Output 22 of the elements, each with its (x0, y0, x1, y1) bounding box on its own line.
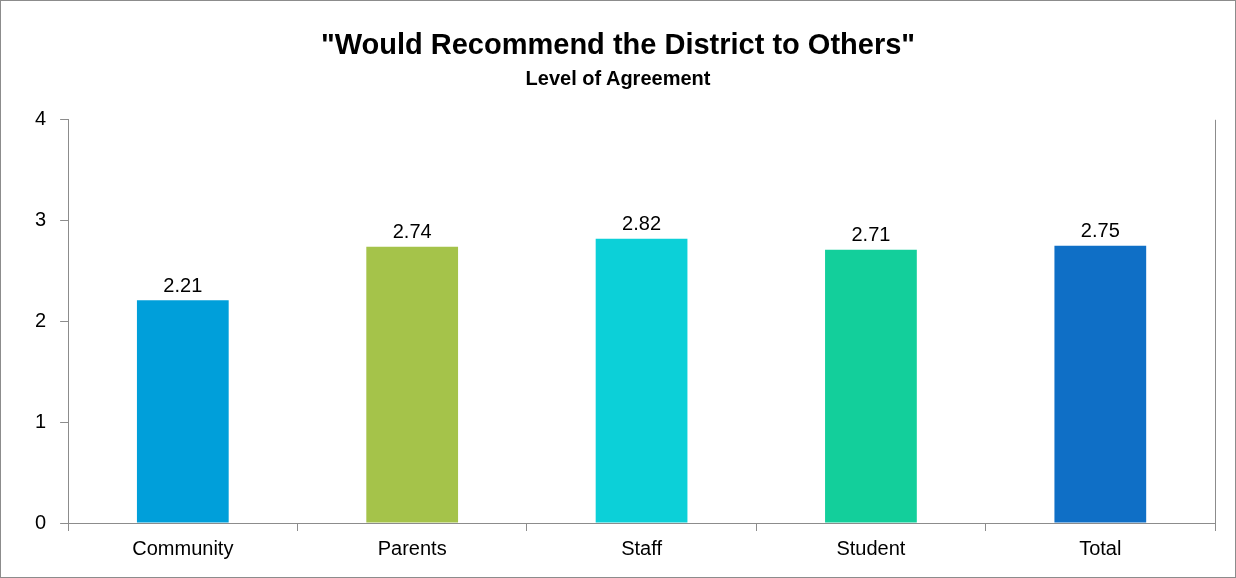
data-label: 2.82 (622, 212, 662, 235)
chart-title: "Would Recommend the District to Others" (320, 28, 916, 61)
bar (366, 246, 459, 523)
bar (1054, 245, 1147, 523)
y-tick-label: 4 (35, 107, 47, 130)
x-tick-label: Parents (377, 536, 447, 559)
y-tick-label: 0 (35, 510, 47, 533)
y-tick-label: 1 (35, 409, 47, 432)
bar (136, 300, 229, 523)
data-label: 2.71 (851, 223, 891, 246)
x-tick-label: Student (836, 536, 906, 559)
y-tick-label: 3 (35, 208, 47, 231)
bar (595, 238, 688, 523)
chart-subtitle: Level of Agreement (525, 67, 711, 90)
bar (825, 249, 917, 523)
data-label: 2.75 (1080, 219, 1120, 242)
data-label: 2.74 (392, 220, 432, 243)
x-tick-label: Staff (621, 536, 663, 559)
x-tick-label: Total (1079, 536, 1122, 559)
y-tick-label: 2 (35, 308, 47, 331)
data-label: 2.21 (163, 273, 203, 296)
x-tick-label: Community (132, 536, 234, 559)
